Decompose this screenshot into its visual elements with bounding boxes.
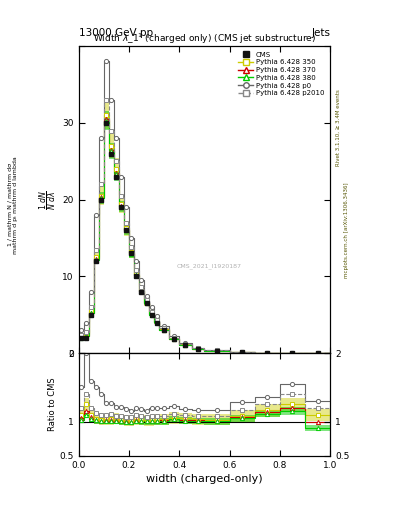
Text: CMS_2021_I1920187: CMS_2021_I1920187	[177, 263, 242, 269]
Text: Jets: Jets	[311, 28, 330, 38]
Title: Width $\lambda\_1^1$ (charged only) (CMS jet substructure): Width $\lambda\_1^1$ (charged only) (CMS…	[93, 32, 316, 46]
Text: mcplots.cern.ch [arXiv:1306.3436]: mcplots.cern.ch [arXiv:1306.3436]	[344, 183, 349, 278]
X-axis label: width (charged-only): width (charged-only)	[146, 474, 263, 484]
Text: mathrm d²N
mathrm dσ mathrm d lambda

1 / mathrm N / mathrm dσ
mathrm d pₜ mathr: mathrm d²N mathrm dσ mathrm d lambda 1 /…	[0, 156, 18, 253]
Legend: CMS, Pythia 6.428 350, Pythia 6.428 370, Pythia 6.428 380, Pythia 6.428 p0, Pyth: CMS, Pythia 6.428 350, Pythia 6.428 370,…	[236, 50, 327, 98]
Text: Rivet 3.1.10, ≥ 3.4M events: Rivet 3.1.10, ≥ 3.4M events	[336, 90, 341, 166]
Y-axis label: $\frac{1}{N}\frac{dN}{d\lambda}$: $\frac{1}{N}\frac{dN}{d\lambda}$	[38, 189, 59, 210]
Y-axis label: Ratio to CMS: Ratio to CMS	[48, 378, 57, 431]
Text: 13000 GeV pp: 13000 GeV pp	[79, 28, 153, 38]
